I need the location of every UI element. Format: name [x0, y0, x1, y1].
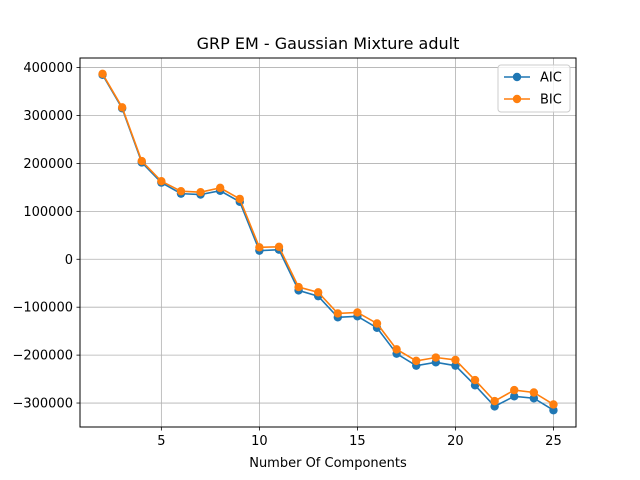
x-tick-label: 5 [157, 434, 165, 449]
y-tick-label: −100000 [12, 301, 73, 316]
data-point-aic [451, 361, 460, 370]
data-point-bic [392, 345, 401, 354]
y-tick-label: 100000 [23, 205, 73, 220]
data-point-bic [372, 319, 382, 328]
data-point-bic [196, 187, 205, 197]
data-point-bic [235, 194, 244, 204]
y-tick-label: −300000 [12, 397, 73, 412]
legend-label: BIC [540, 93, 562, 108]
legend: AIC BIC [497, 64, 571, 113]
y-tick-label: −200000 [12, 349, 73, 364]
data-point-aic [549, 406, 558, 415]
x-axis-label: Number Of Components [249, 456, 407, 471]
data-point-aic [529, 394, 539, 403]
series-aic [98, 70, 558, 415]
ticks-layer: 5 10 15 20 25 −300000 −200000 −100000 0 100000 200… [12, 61, 561, 449]
series-layer [98, 69, 558, 415]
data-point-bic [157, 176, 166, 186]
data-point-bic [333, 309, 343, 318]
data-point-bic [294, 282, 303, 292]
data-point-bic [137, 156, 146, 166]
data-point-bic [490, 396, 499, 406]
data-point-bic [549, 400, 558, 409]
x-tick-label: 20 [447, 434, 464, 449]
legend-swatch-marker [512, 94, 522, 104]
legend-item-aic: AIC [504, 71, 562, 86]
data-point-bic [412, 356, 421, 366]
data-point-bic [451, 355, 460, 365]
chart-title: GRP EM - Gaussian Mixture adult [197, 34, 460, 53]
data-point-bic [274, 242, 284, 252]
grid-lines [80, 58, 576, 427]
legend-label: AIC [540, 71, 562, 86]
data-point-bic [176, 187, 186, 196]
series-line-aic [101, 74, 554, 411]
axes-frame [79, 57, 577, 428]
y-tick-label: 0 [65, 253, 73, 268]
x-tick-label: 15 [349, 434, 366, 449]
data-point-bic [255, 243, 264, 252]
data-point-bic [117, 103, 127, 112]
data-point-bic [510, 385, 519, 395]
y-tick-label: 300000 [23, 109, 73, 124]
data-point-bic [431, 353, 441, 362]
x-tick-label: 25 [545, 434, 562, 449]
legend-item-bic: BIC [504, 93, 562, 108]
data-point-bic [353, 308, 362, 317]
x-tick-label: 10 [251, 434, 268, 449]
data-point-bic [98, 69, 107, 79]
data-point-bic [529, 388, 539, 397]
legend-swatch-marker [512, 72, 522, 82]
data-point-bic [313, 288, 323, 297]
data-point-bic [470, 375, 480, 385]
y-tick-label: 200000 [23, 157, 73, 172]
y-tick-label: 400000 [23, 61, 73, 76]
data-point-bic [215, 183, 225, 193]
data-point-aic [510, 392, 519, 401]
series-bic [98, 69, 558, 409]
